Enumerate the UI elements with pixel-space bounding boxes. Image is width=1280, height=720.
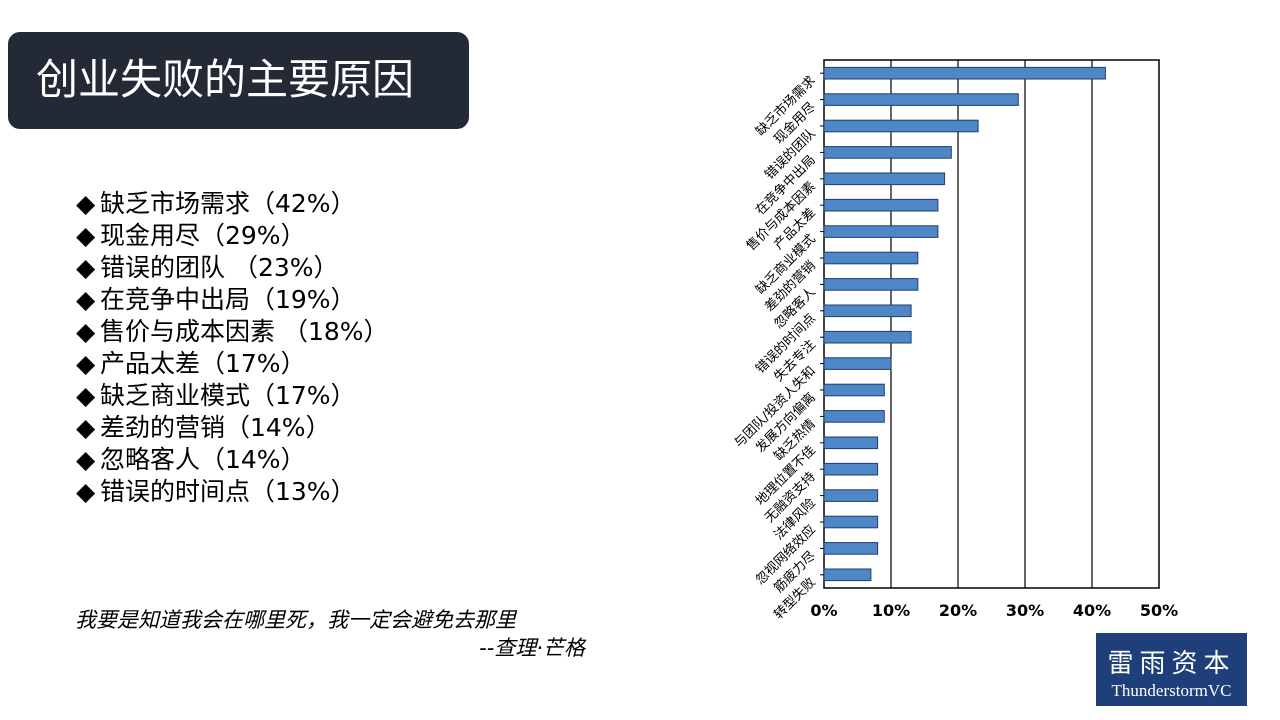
bar <box>823 225 939 238</box>
reason-item: ◆ 现金用尽（29%） <box>76 220 389 252</box>
bar <box>823 542 879 555</box>
diamond-bullet-icon: ◆ <box>76 381 96 410</box>
quote: 我要是知道我会在哪里死，我一定会避免去那里 --查理·芒格 <box>75 606 585 662</box>
reason-text: 错误的团队 （23%） <box>100 253 339 282</box>
plot-area-border <box>823 59 1160 589</box>
diamond-bullet-icon: ◆ <box>76 413 96 442</box>
reason-text: 差劲的营销（14%） <box>100 413 331 442</box>
bar <box>823 436 879 450</box>
reason-item: ◆ 售价与成本因素 （18%） <box>76 316 389 348</box>
reason-text: 缺乏市场需求（42%） <box>100 189 356 218</box>
bar <box>823 568 872 582</box>
diamond-bullet-icon: ◆ <box>76 189 96 218</box>
x-tick-label: 0% <box>810 601 837 620</box>
diamond-bullet-icon: ◆ <box>76 317 96 346</box>
bar <box>823 66 1106 80</box>
reason-text: 现金用尽（29%） <box>100 221 306 250</box>
reason-item: ◆ 忽略客人（14%） <box>76 444 389 476</box>
bar <box>823 330 912 344</box>
x-tick-label: 30% <box>1006 601 1044 620</box>
bar <box>823 410 885 423</box>
x-tick-label: 40% <box>1073 601 1111 620</box>
reasons-list: ◆ 缺乏市场需求（42%） ◆ 现金用尽（29%） ◆ 错误的团队 （23%） ◆ 在竞争中出… <box>76 188 389 508</box>
reason-item: ◆ 产品太差（17%） <box>76 348 389 380</box>
reason-item: ◆ 在竞争中出局（19%） <box>76 284 389 316</box>
x-tick-label: 10% <box>872 601 910 620</box>
bar <box>823 251 919 265</box>
diamond-bullet-icon: ◆ <box>76 253 96 282</box>
logo-text-en: ThunderstormVC <box>1111 681 1232 700</box>
diamond-bullet-icon: ◆ <box>76 221 96 250</box>
reason-text: 在竞争中出局（19%） <box>100 285 356 314</box>
bar <box>823 357 892 370</box>
diamond-bullet-icon: ◆ <box>76 477 96 506</box>
x-tick-label: 50% <box>1140 601 1178 620</box>
bar <box>823 515 879 529</box>
bar <box>823 462 879 476</box>
bar <box>823 489 879 502</box>
reason-item: ◆ 缺乏商业模式（17%） <box>76 380 389 412</box>
diamond-bullet-icon: ◆ <box>76 285 96 314</box>
x-tick-label: 20% <box>939 601 977 620</box>
quote-author: --查理·芒格 <box>479 636 585 660</box>
failure-reasons-bar-chart: 0% 10% 20% 30% 40% 50%缺乏市场需求现金用尽错误的团队在竞争中出局售价… <box>731 59 1178 622</box>
reason-item: ◆ 错误的团队 （23%） <box>76 252 389 284</box>
bar <box>823 172 946 186</box>
bar <box>823 383 885 397</box>
reason-item: ◆ 差劲的营销（14%） <box>76 412 389 444</box>
bar <box>823 146 952 159</box>
title-banner: 创业失败的主要原因 <box>8 32 469 129</box>
bar <box>823 278 919 291</box>
diamond-bullet-icon: ◆ <box>76 445 96 474</box>
logo-text-cn: 雷雨资本 <box>1107 649 1236 679</box>
reason-item: ◆ 错误的时间点（13%） <box>76 476 389 508</box>
reason-text: 错误的时间点（13%） <box>100 477 356 506</box>
reason-text: 产品太差（17%） <box>100 349 306 378</box>
bar <box>823 93 1019 106</box>
bar <box>823 198 939 212</box>
diamond-bullet-icon: ◆ <box>76 349 96 378</box>
company-logo: 雷雨资本 ThunderstormVC <box>1096 633 1247 706</box>
quote-text: 我要是知道我会在哪里死，我一定会避免去那里 <box>75 608 516 632</box>
reason-item: ◆ 缺乏市场需求（42%） <box>76 188 389 220</box>
bar <box>823 119 979 133</box>
reason-text: 售价与成本因素 （18%） <box>100 317 389 346</box>
reason-text: 忽略客人（14%） <box>100 445 306 474</box>
reason-text: 缺乏商业模式（17%） <box>100 381 356 410</box>
bar <box>823 304 912 318</box>
page-title: 创业失败的主要原因 <box>36 55 415 104</box>
